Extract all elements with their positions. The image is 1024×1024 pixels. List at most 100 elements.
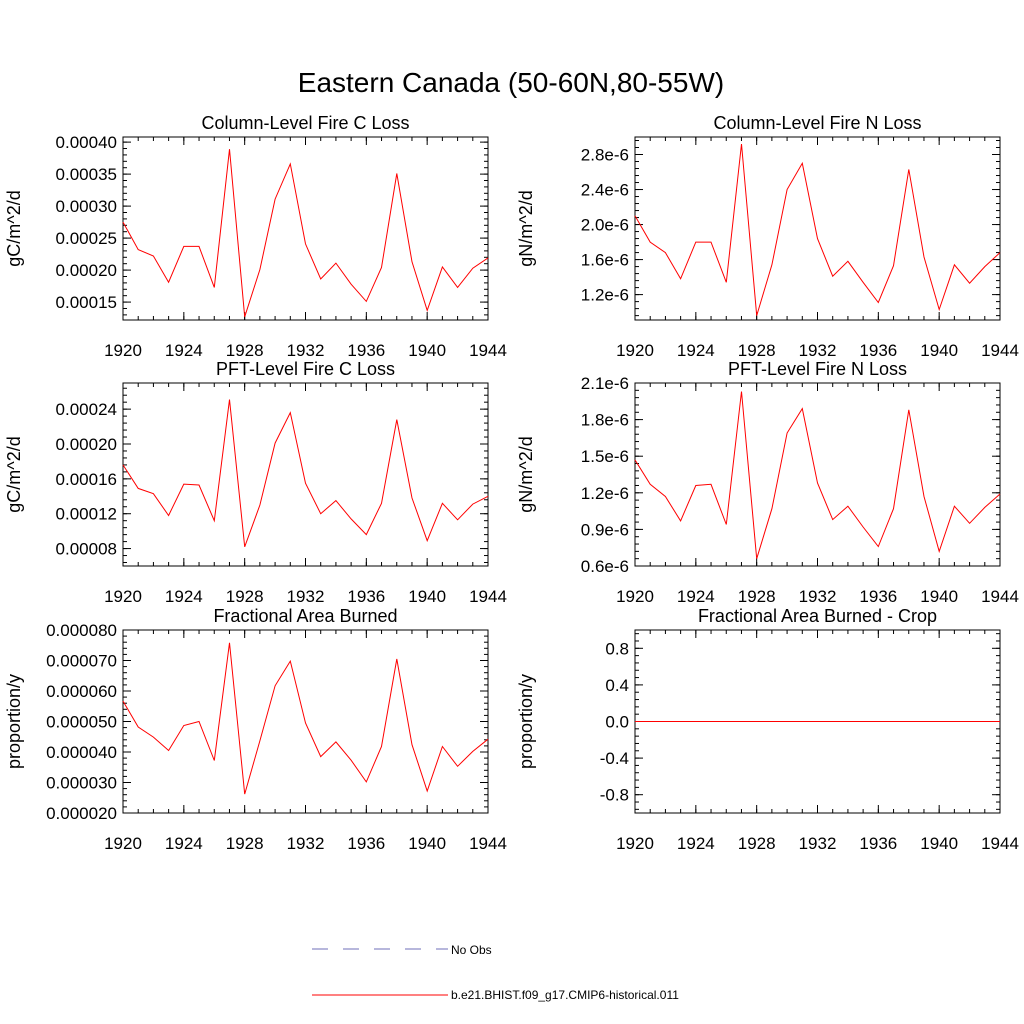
y-tick-label: 0.6e-6	[581, 557, 629, 576]
y-axis-label: gN/m^2/d	[516, 436, 536, 512]
y-tick-label: 1.5e-6	[581, 447, 629, 466]
y-tick-label: 0.00025	[56, 229, 117, 248]
x-tick-label: 1944	[981, 587, 1019, 606]
y-tick-label: 0.00008	[56, 540, 117, 559]
series-line	[122, 399, 489, 547]
y-tick-label: 0.000060	[46, 682, 117, 701]
series-line	[122, 642, 489, 795]
y-tick-label: 0.00020	[56, 435, 117, 454]
y-tick-label: 0.0	[605, 713, 629, 732]
x-tick-label: 1928	[226, 341, 264, 360]
x-tick-label: 1936	[859, 341, 897, 360]
panel-6: Fractional Area Burned - Crop proportion/…	[516, 606, 1019, 853]
series-line	[634, 391, 1001, 559]
y-tick-label: 0.4	[605, 676, 629, 695]
x-tick-label: 1944	[469, 834, 507, 853]
x-tick-label: 1936	[347, 341, 385, 360]
x-tick-label: 1924	[677, 834, 715, 853]
panels: Column-Level Fire C Loss gC/m^2/d 1920 1924…	[4, 113, 1019, 853]
x-tick-label: 1928	[738, 834, 776, 853]
x-tick-label: 1924	[677, 587, 715, 606]
x-tick-label: 1940	[920, 587, 958, 606]
y-tick-label: 0.9e-6	[581, 520, 629, 539]
x-tick-label: 1928	[226, 587, 264, 606]
panel-4: PFT-Level Fire N Loss gN/m^2/d 1920 1924 192…	[516, 359, 1019, 606]
x-tick-label: 1920	[616, 834, 654, 853]
x-tick-label: 1932	[799, 341, 837, 360]
x-tick-label: 1928	[226, 834, 264, 853]
x-tick-label: 1920	[104, 834, 142, 853]
panel-title: PFT-Level Fire N Loss	[728, 359, 907, 379]
x-tick-label: 1932	[799, 587, 837, 606]
x-tick-label: 1936	[347, 587, 385, 606]
panel-3: PFT-Level Fire C Loss gC/m^2/d 1920 1924 192…	[4, 359, 507, 606]
y-tick-label: 0.000020	[46, 804, 117, 823]
x-tick-label: 1924	[165, 587, 203, 606]
legend-model-label: b.e21.BHIST.f09_g17.CMIP6-historical.011	[451, 988, 679, 1002]
panel-title: Fractional Area Burned	[213, 606, 397, 626]
x-tick-label: 1932	[287, 834, 325, 853]
y-tick-label: 1.8e-6	[581, 411, 629, 430]
y-tick-label: 2.1e-6	[581, 374, 629, 393]
x-tick-label: 1940	[408, 834, 446, 853]
legend: No Obs b.e21.BHIST.f09_g17.CMIP6-histori…	[312, 943, 679, 1002]
x-tick-label: 1920	[104, 341, 142, 360]
series-line	[634, 143, 1001, 316]
y-tick-label: 0.00016	[56, 470, 117, 489]
panel-5: Fractional Area Burned proportion/y 1920 19…	[4, 606, 507, 853]
panel-title: Column-Level Fire C Loss	[201, 113, 409, 133]
y-tick-label: -0.8	[600, 786, 629, 805]
y-tick-label: 0.000080	[46, 621, 117, 640]
y-tick-label: 0.00012	[56, 505, 117, 524]
x-tick-label: 1940	[920, 834, 958, 853]
y-tick-label: 1.2e-6	[581, 484, 629, 503]
y-axis-label: proportion/y	[516, 674, 536, 769]
x-tick-label: 1944	[469, 587, 507, 606]
y-tick-label: 0.00030	[56, 197, 117, 216]
y-tick-label: 0.8	[605, 639, 629, 658]
x-tick-label: 1944	[981, 834, 1019, 853]
x-tick-label: 1932	[287, 587, 325, 606]
y-axis-label: gC/m^2/d	[4, 436, 24, 512]
x-tick-label: 1936	[859, 587, 897, 606]
series-line	[122, 149, 489, 317]
x-tick-label: 1940	[920, 341, 958, 360]
y-tick-label: 0.000070	[46, 652, 117, 671]
y-tick-label: 0.00040	[56, 133, 117, 152]
y-tick-label: 2.8e-6	[581, 146, 629, 165]
y-tick-label: 0.000040	[46, 743, 117, 762]
panel-title: Column-Level Fire N Loss	[713, 113, 921, 133]
x-tick-label: 1920	[104, 587, 142, 606]
y-tick-label: 0.00024	[56, 400, 117, 419]
y-axis-label: gC/m^2/d	[4, 190, 24, 266]
y-tick-label: 1.6e-6	[581, 251, 629, 270]
y-tick-label: 2.0e-6	[581, 216, 629, 235]
y-axis-label: proportion/y	[4, 674, 24, 769]
x-tick-label: 1932	[799, 834, 837, 853]
y-tick-label: 2.4e-6	[581, 181, 629, 200]
legend-obs-label: No Obs	[451, 943, 492, 957]
y-tick-label: 0.00020	[56, 261, 117, 280]
x-tick-label: 1920	[616, 587, 654, 606]
plot-frame	[122, 382, 489, 567]
y-tick-label: 1.2e-6	[581, 286, 629, 305]
x-tick-label: 1940	[408, 341, 446, 360]
x-tick-label: 1944	[981, 341, 1019, 360]
x-tick-label: 1924	[165, 341, 203, 360]
x-tick-label: 1924	[165, 834, 203, 853]
x-tick-label: 1928	[738, 587, 776, 606]
panel-title: PFT-Level Fire C Loss	[216, 359, 395, 379]
y-tick-label: -0.4	[600, 749, 629, 768]
x-tick-label: 1932	[287, 341, 325, 360]
panel-2: Column-Level Fire N Loss gN/m^2/d 1920 1924…	[516, 113, 1019, 360]
x-tick-label: 1924	[677, 341, 715, 360]
y-tick-label: 0.00015	[56, 293, 117, 312]
panel-1: Column-Level Fire C Loss gC/m^2/d 1920 1924…	[4, 113, 507, 360]
y-tick-label: 0.000050	[46, 713, 117, 732]
x-tick-label: 1936	[859, 834, 897, 853]
x-tick-label: 1940	[408, 587, 446, 606]
x-tick-label: 1928	[738, 341, 776, 360]
panel-title: Fractional Area Burned - Crop	[698, 606, 937, 626]
x-tick-label: 1936	[347, 834, 385, 853]
